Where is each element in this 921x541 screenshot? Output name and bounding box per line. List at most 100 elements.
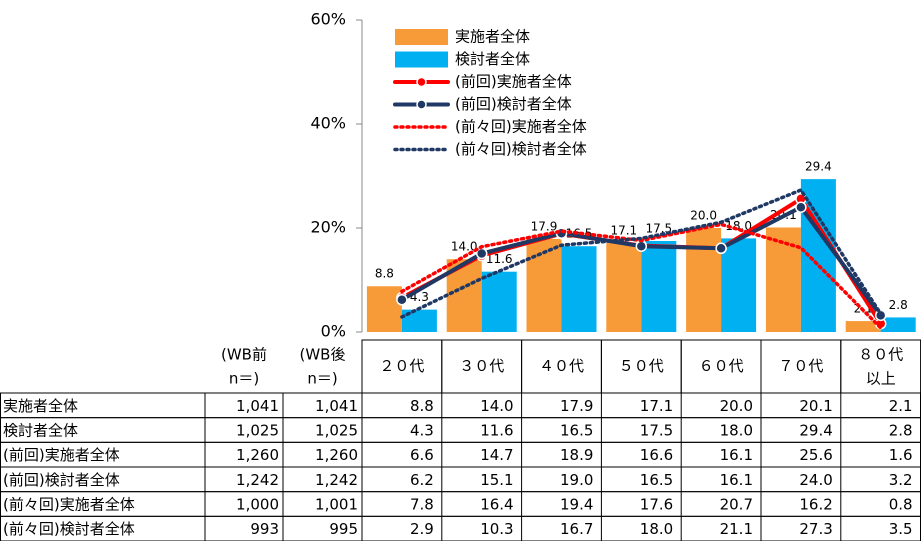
legend-label: 検討者全体 bbox=[455, 50, 530, 68]
table-value: 25.6 bbox=[799, 446, 832, 464]
table-value: 16.1 bbox=[720, 471, 753, 489]
table-value: 17.9 bbox=[560, 397, 593, 415]
n-before: 1,260 bbox=[236, 446, 279, 464]
data-label: 8.8 bbox=[375, 267, 394, 281]
table-value: 2.8 bbox=[889, 422, 913, 440]
legend-label: 実施者全体 bbox=[455, 28, 530, 46]
table-header: (WB前 n＝) bbox=[221, 345, 267, 387]
table-value: 7.8 bbox=[410, 496, 434, 514]
table-value: 4.3 bbox=[410, 422, 434, 440]
legend-marker bbox=[416, 76, 427, 88]
row-label: (前回)実施者全体 bbox=[3, 446, 120, 464]
table-value: 20.7 bbox=[720, 496, 753, 514]
data-label: 14.0 bbox=[451, 240, 478, 254]
table-value: 16.5 bbox=[640, 471, 673, 489]
bar bbox=[526, 238, 562, 332]
table-value: 14.7 bbox=[480, 446, 513, 464]
table-value: 6.6 bbox=[410, 446, 434, 464]
x-tick-label: ７０代 bbox=[778, 357, 823, 375]
y-tick-label: 0% bbox=[321, 322, 346, 341]
row-label: (前々回)検討者全体 bbox=[3, 520, 135, 538]
table-value: 29.4 bbox=[799, 422, 832, 440]
y-tick-label: 40% bbox=[310, 114, 346, 133]
n-before: 1,025 bbox=[236, 422, 279, 440]
legend-label: (前々回)検討者全体 bbox=[455, 140, 587, 158]
table-value: 19.4 bbox=[560, 496, 593, 514]
row bbox=[0, 441, 921, 468]
line-marker bbox=[795, 201, 807, 213]
bar bbox=[845, 321, 881, 332]
row-label: 検討者全体 bbox=[3, 422, 78, 440]
data-label: 29.4 bbox=[805, 160, 832, 174]
legend-label: (前回)検討者全体 bbox=[455, 95, 572, 113]
line bbox=[400, 222, 883, 330]
line-marker bbox=[715, 242, 727, 255]
table-value: 17.6 bbox=[640, 496, 673, 514]
table-value: 16.7 bbox=[560, 520, 593, 538]
table-value: 11.6 bbox=[480, 422, 513, 440]
n-before: 1,000 bbox=[236, 496, 279, 514]
legend-marker bbox=[416, 99, 427, 110]
table-value: 19.0 bbox=[560, 471, 593, 489]
line-marker bbox=[635, 240, 648, 252]
bar bbox=[641, 241, 677, 332]
n-after: 1,041 bbox=[315, 397, 358, 415]
table-value: 0.8 bbox=[889, 496, 913, 514]
table-value: 14.0 bbox=[480, 397, 513, 415]
x-tick-label: ５０代 bbox=[619, 357, 664, 375]
data-label: 11.6 bbox=[486, 252, 513, 266]
table-value: 18.9 bbox=[560, 446, 593, 464]
row-label: (前回)検討者全体 bbox=[3, 471, 120, 489]
bar bbox=[481, 271, 517, 332]
bar bbox=[721, 238, 757, 332]
row bbox=[0, 417, 921, 443]
data-label: 2.8 bbox=[889, 298, 908, 312]
data-label: 17.1 bbox=[610, 224, 637, 238]
table-value: 2.1 bbox=[889, 397, 913, 415]
data-label: 20.0 bbox=[690, 209, 717, 223]
bar bbox=[686, 228, 722, 332]
table-value: 3.2 bbox=[889, 471, 913, 489]
table-value: 21.1 bbox=[720, 520, 753, 538]
x-tick-label: ４０代 bbox=[539, 357, 584, 375]
table-value: 18.0 bbox=[640, 520, 673, 538]
x-tick-label: ２０代 bbox=[379, 357, 424, 375]
n-after: 995 bbox=[329, 520, 358, 538]
bar bbox=[366, 286, 402, 332]
row-label: (前々回)実施者全体 bbox=[3, 496, 135, 514]
table-value: 1.6 bbox=[889, 446, 913, 464]
data-label: 18.0 bbox=[725, 219, 752, 233]
table-value: 6.2 bbox=[410, 471, 434, 489]
legend-swatch bbox=[395, 29, 448, 45]
data-label: 17.5 bbox=[645, 222, 672, 236]
n-after: 1,001 bbox=[315, 496, 358, 514]
bar bbox=[880, 317, 916, 332]
table-value: 17.5 bbox=[640, 422, 673, 440]
row bbox=[0, 515, 921, 541]
table-value: 18.0 bbox=[720, 422, 753, 440]
table-value: 10.3 bbox=[480, 520, 513, 538]
x-tick-label: ３０代 bbox=[459, 357, 504, 375]
line bbox=[400, 187, 883, 319]
bar bbox=[401, 309, 437, 332]
row-label: 実施者全体 bbox=[3, 397, 78, 415]
n-after: 1,025 bbox=[315, 422, 358, 440]
n-before: 1,242 bbox=[236, 471, 279, 489]
table-value: 27.3 bbox=[799, 520, 832, 538]
line-marker bbox=[874, 309, 887, 322]
table-value: 20.0 bbox=[720, 397, 753, 415]
n-before: 993 bbox=[250, 520, 279, 538]
table-header: (WB後 n＝) bbox=[300, 345, 346, 387]
table-value: 16.6 bbox=[640, 446, 673, 464]
table-value: 24.0 bbox=[799, 471, 832, 489]
bar bbox=[800, 179, 836, 332]
table-value: 20.1 bbox=[799, 397, 832, 415]
n-after: 1,242 bbox=[315, 471, 358, 489]
table-value: 15.1 bbox=[480, 471, 513, 489]
table-value: 8.8 bbox=[410, 397, 434, 415]
row bbox=[0, 392, 921, 419]
line-marker bbox=[396, 294, 408, 306]
table-value: 2.9 bbox=[410, 520, 434, 538]
table-value: 3.5 bbox=[889, 520, 913, 538]
table-value: 16.5 bbox=[560, 422, 593, 440]
